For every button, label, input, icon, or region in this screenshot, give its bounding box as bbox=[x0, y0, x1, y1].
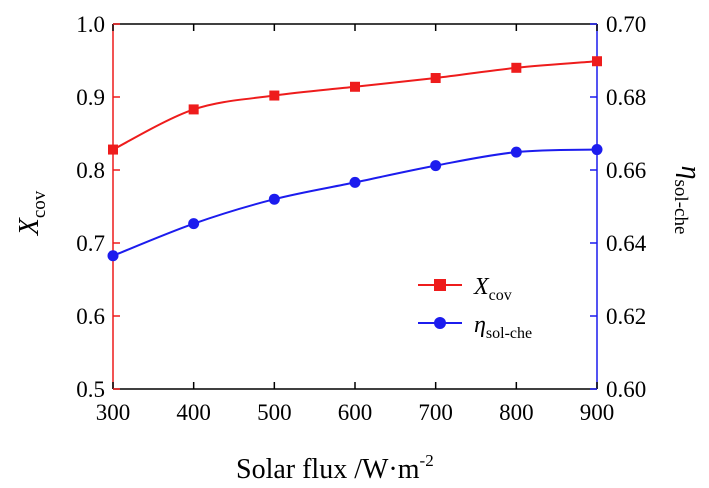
data-point-eta bbox=[591, 144, 603, 156]
y-right-tick-label: 0.60 bbox=[606, 377, 646, 402]
right-axis-title-sub: sol-che bbox=[670, 180, 691, 235]
y-right-tick-label: 0.64 bbox=[606, 231, 647, 256]
data-point-eta bbox=[430, 160, 442, 172]
left-axis-title-main: X bbox=[14, 217, 45, 236]
series-line-xcov bbox=[112, 60, 598, 151]
y-left-tick-label: 1.0 bbox=[76, 12, 105, 37]
y-right-tick-label: 0.66 bbox=[606, 158, 646, 183]
legend-label-xcov-main: X bbox=[473, 274, 490, 300]
y-left-tick-label: 0.9 bbox=[76, 85, 105, 110]
svg-text:ηsol-che: ηsol-che bbox=[670, 166, 706, 235]
y-left-tick-label: 0.7 bbox=[76, 231, 105, 256]
data-point-eta bbox=[107, 250, 119, 262]
right-axis-title-main: η bbox=[675, 166, 706, 180]
series-line-eta bbox=[112, 148, 598, 257]
right-axis-title: ηsol-che bbox=[670, 166, 706, 235]
data-point-eta bbox=[268, 193, 280, 205]
y-left-tick-label: 0.6 bbox=[76, 304, 105, 329]
x-axis-title-text: Solar flux /W·m bbox=[236, 454, 420, 485]
x-tick-label: 700 bbox=[418, 400, 453, 425]
ticks-layer: 300 400 500 600 700 800 900 0.5 0.6 0.7 0.8 0.9 1.0 0… bbox=[76, 12, 647, 425]
data-point-xcov bbox=[511, 62, 522, 73]
left-axis-title-sub: cov bbox=[29, 190, 50, 218]
x-tick-label: 800 bbox=[499, 400, 534, 425]
legend-label-eta: ηsol-che bbox=[474, 312, 532, 342]
data-point-xcov bbox=[592, 56, 602, 67]
x-axis-title-sup: -2 bbox=[420, 451, 434, 470]
data-point-xcov bbox=[350, 81, 360, 92]
left-axis-title: Xcov bbox=[14, 190, 50, 236]
data-point-eta bbox=[188, 218, 200, 230]
y-left-tick-label: 0.8 bbox=[76, 158, 105, 183]
data-point-xcov bbox=[430, 73, 441, 84]
data-point-xcov bbox=[188, 104, 199, 115]
data-point-xcov bbox=[269, 90, 280, 101]
legend-marker-xcov bbox=[434, 279, 446, 291]
data-point-eta bbox=[510, 146, 522, 158]
data-point-eta bbox=[349, 176, 361, 188]
y-right-tick-label: 0.68 bbox=[606, 85, 646, 110]
y-right-tick-label: 0.70 bbox=[606, 12, 646, 37]
legend-label-xcov-sub: cov bbox=[489, 287, 512, 304]
legend-label-eta-main: η bbox=[474, 312, 486, 338]
series-layer bbox=[107, 56, 603, 262]
data-point-xcov bbox=[108, 144, 118, 155]
legend-label-eta-sub: sol-che bbox=[486, 325, 532, 342]
y-right-tick-label: 0.62 bbox=[606, 304, 646, 329]
x-tick-label: 600 bbox=[338, 400, 373, 425]
y-left-tick-label: 0.5 bbox=[76, 377, 105, 402]
x-tick-label: 300 bbox=[96, 400, 131, 425]
x-tick-label: 500 bbox=[257, 400, 292, 425]
legend-marker-eta bbox=[434, 317, 446, 329]
svg-text:Xcov: Xcov bbox=[14, 190, 50, 236]
legend-label-xcov: Xcov bbox=[473, 274, 512, 304]
x-axis-title: Solar flux /W·m-2 bbox=[236, 451, 434, 485]
legend: Xcov ηsol-che bbox=[418, 274, 532, 342]
x-tick-label: 900 bbox=[580, 400, 615, 425]
x-tick-label: 400 bbox=[176, 400, 211, 425]
